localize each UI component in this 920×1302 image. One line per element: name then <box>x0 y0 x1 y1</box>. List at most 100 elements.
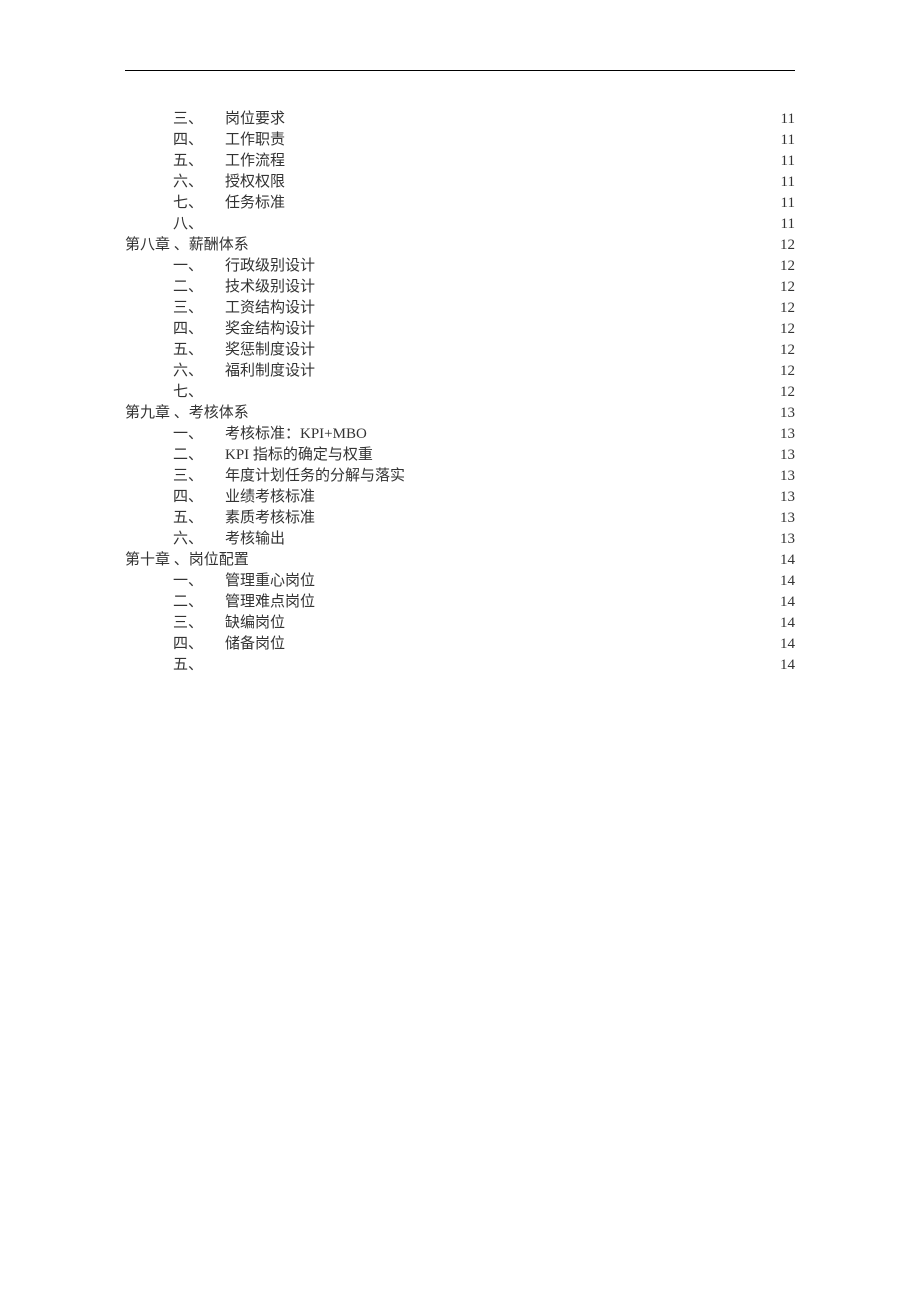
toc-page-number: 14 <box>780 655 795 676</box>
toc-entry: 四、 奖金结构设计 12 <box>125 319 795 340</box>
toc-page-number: 11 <box>781 193 795 214</box>
toc-title: 技术级别设计 <box>225 277 315 298</box>
toc-page-number: 14 <box>780 592 795 613</box>
toc-page-number: 14 <box>780 613 795 634</box>
toc-title: 岗位配置 <box>189 550 249 571</box>
toc-entry: 二、 管理难点岗位 14 <box>125 592 795 613</box>
toc-title: 管理难点岗位 <box>225 592 315 613</box>
toc-number: 六、 <box>173 361 225 382</box>
toc-entry: 三、 缺编岗位 14 <box>125 613 795 634</box>
toc-number: 四、 <box>173 319 225 340</box>
toc-entry: 三、 年度计划任务的分解与落实 13 <box>125 466 795 487</box>
toc-entry: 二、 KPI 指标的确定与权重 13 <box>125 445 795 466</box>
toc-page-number: 12 <box>780 298 795 319</box>
toc-title: 薪酬体系 <box>189 235 249 256</box>
toc-title: 行政级别设计 <box>225 256 315 277</box>
toc-title: 任务标准 <box>225 193 285 214</box>
toc-page-number: 13 <box>780 508 795 529</box>
toc-title: 授权权限 <box>225 172 285 193</box>
toc-entry: 一、 行政级别设计 12 <box>125 256 795 277</box>
toc-number: 五、 <box>173 508 225 529</box>
toc-number: 六、 <box>173 172 225 193</box>
toc-entry: 六、 授权权限 11 <box>125 172 795 193</box>
toc-entry: 五、 14 <box>125 655 795 676</box>
toc-entry: 六、 考核输出 13 <box>125 529 795 550</box>
toc-title: 储备岗位 <box>225 634 285 655</box>
toc-entry: 四、 工作职责 11 <box>125 130 795 151</box>
toc-entry: 一、 管理重心岗位 14 <box>125 571 795 592</box>
toc-entry: 三、 岗位要求 11 <box>125 109 795 130</box>
toc-entry: 四、 储备岗位 14 <box>125 634 795 655</box>
toc-entry: 三、 工资结构设计 12 <box>125 298 795 319</box>
toc-page-number: 13 <box>780 487 795 508</box>
toc-number: 三、 <box>173 613 225 634</box>
toc-page-number: 13 <box>780 466 795 487</box>
toc-page-number: 13 <box>780 424 795 445</box>
toc-page-number: 13 <box>780 445 795 466</box>
toc-entry: 五、 工作流程 11 <box>125 151 795 172</box>
toc-page-number: 13 <box>780 403 795 424</box>
toc-entry: 七、 任务标准 11 <box>125 193 795 214</box>
page-container: 三、 岗位要求 11 四、 工作职责 11 五、 工作流程 11 六、 授权权限… <box>0 0 920 676</box>
toc-number: 一、 <box>173 424 225 445</box>
toc-page-number: 11 <box>781 109 795 130</box>
toc-page-number: 11 <box>781 172 795 193</box>
table-of-contents: 三、 岗位要求 11 四、 工作职责 11 五、 工作流程 11 六、 授权权限… <box>125 109 795 676</box>
toc-page-number: 11 <box>781 214 795 235</box>
toc-number: 三、 <box>173 298 225 319</box>
toc-entry: 第十章 、 岗位配置 14 <box>125 550 795 571</box>
toc-entry: 第九章 、 考核体系 13 <box>125 403 795 424</box>
toc-number: 八、 <box>173 214 225 235</box>
toc-entry: 一、 考核标准：KPI+MBO 13 <box>125 424 795 445</box>
toc-entry: 六、 福利制度设计 12 <box>125 361 795 382</box>
toc-number: 一、 <box>173 571 225 592</box>
toc-number: 第八章 、 <box>125 235 189 256</box>
toc-entry: 四、 业绩考核标准 13 <box>125 487 795 508</box>
toc-number: 四、 <box>173 130 225 151</box>
toc-entry: 二、 技术级别设计 12 <box>125 277 795 298</box>
toc-number: 四、 <box>173 487 225 508</box>
toc-number: 五、 <box>173 655 225 676</box>
toc-page-number: 12 <box>780 277 795 298</box>
toc-number: 二、 <box>173 445 225 466</box>
toc-number: 二、 <box>173 592 225 613</box>
toc-number: 一、 <box>173 256 225 277</box>
toc-number: 三、 <box>173 466 225 487</box>
toc-entry: 七、 12 <box>125 382 795 403</box>
toc-number: 四、 <box>173 634 225 655</box>
toc-title: 工作职责 <box>225 130 285 151</box>
toc-number: 七、 <box>173 193 225 214</box>
toc-page-number: 13 <box>780 529 795 550</box>
toc-title: 奖金结构设计 <box>225 319 315 340</box>
toc-page-number: 11 <box>781 151 795 172</box>
toc-title: 福利制度设计 <box>225 361 315 382</box>
toc-number: 五、 <box>173 340 225 361</box>
toc-title: 缺编岗位 <box>225 613 285 634</box>
toc-title: 工资结构设计 <box>225 298 315 319</box>
toc-title: 考核体系 <box>189 403 249 424</box>
toc-page-number: 12 <box>780 340 795 361</box>
toc-title: 考核标准：KPI+MBO <box>225 424 367 445</box>
toc-number: 三、 <box>173 109 225 130</box>
toc-number: 七、 <box>173 382 225 403</box>
toc-entry: 五、 素质考核标准 13 <box>125 508 795 529</box>
toc-entry: 八、 11 <box>125 214 795 235</box>
toc-entry: 五、 奖惩制度设计 12 <box>125 340 795 361</box>
toc-title: KPI 指标的确定与权重 <box>225 445 373 466</box>
toc-number: 第十章 、 <box>125 550 189 571</box>
toc-page-number: 14 <box>780 550 795 571</box>
toc-page-number: 12 <box>780 319 795 340</box>
toc-title: 奖惩制度设计 <box>225 340 315 361</box>
toc-title: 管理重心岗位 <box>225 571 315 592</box>
toc-title: 业绩考核标准 <box>225 487 315 508</box>
header-rule <box>125 70 795 71</box>
toc-page-number: 11 <box>781 130 795 151</box>
toc-title: 岗位要求 <box>225 109 285 130</box>
toc-title: 工作流程 <box>225 151 285 172</box>
toc-page-number: 14 <box>780 634 795 655</box>
toc-title: 年度计划任务的分解与落实 <box>225 466 405 487</box>
toc-page-number: 12 <box>780 256 795 277</box>
toc-page-number: 12 <box>780 361 795 382</box>
toc-number: 六、 <box>173 529 225 550</box>
toc-number: 第九章 、 <box>125 403 189 424</box>
